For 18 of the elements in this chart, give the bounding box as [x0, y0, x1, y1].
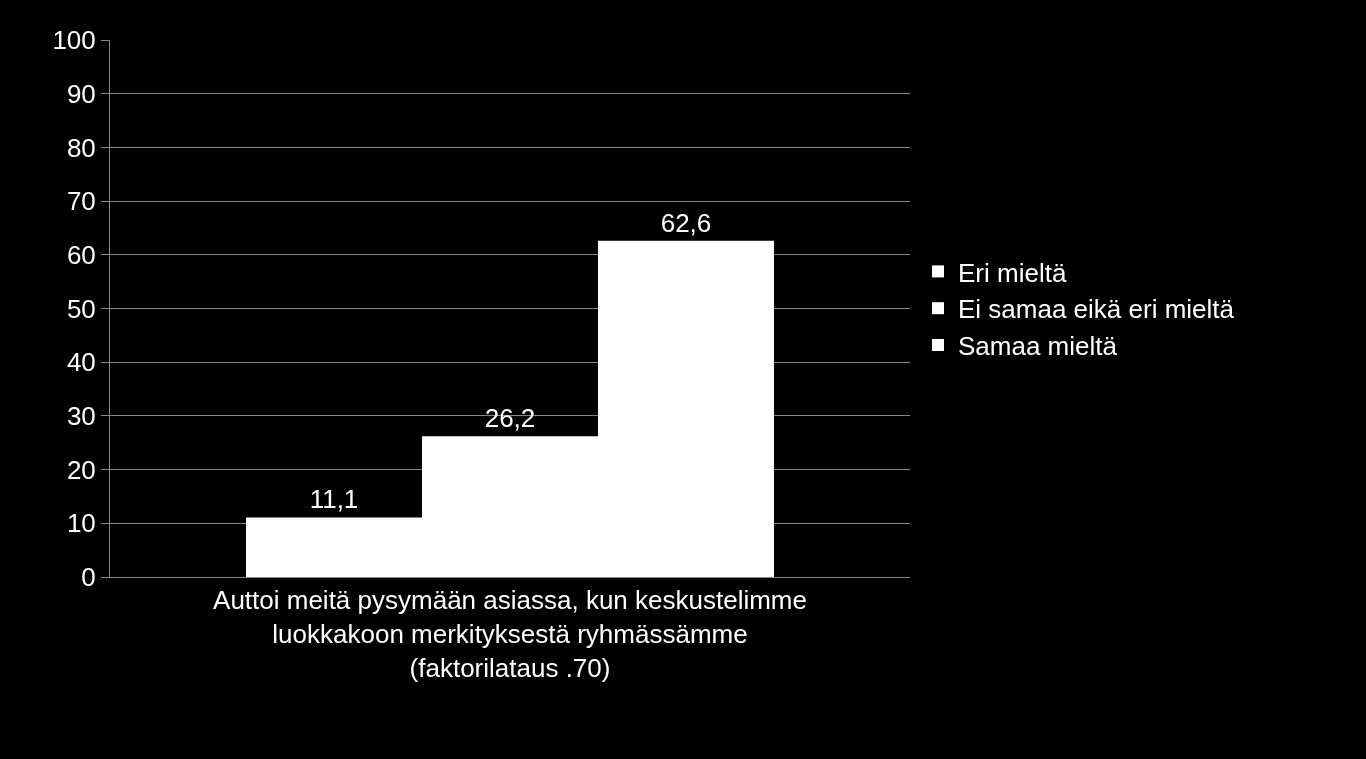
data-label: 11,1 — [309, 484, 359, 515]
legend-label: Ei samaa eikä eri mieltä — [958, 294, 1235, 325]
y-tick-label: 100 — [52, 25, 96, 56]
y-tick-label: 70 — [66, 186, 96, 217]
legend-label: Eri mieltä — [958, 257, 1067, 288]
data-label: 26,2 — [484, 403, 536, 434]
y-tick-label: 20 — [66, 454, 96, 485]
y-tick-label: 80 — [66, 132, 96, 163]
y-tick-label: 30 — [66, 401, 96, 431]
y-tick-label: 50 — [66, 293, 96, 324]
legend-label: Samaa mieltä — [958, 331, 1118, 362]
y-tick-label: 10 — [66, 508, 96, 539]
x-tick-label: Auttoi meitä pysymään asiassa, kun keskustelimme luokkakoon merkityksestä ryhmässämme (faktorilataus .70) — [213, 585, 807, 683]
y-tick-label: 40 — [66, 347, 96, 378]
y-tick-label: 0 — [81, 562, 96, 593]
y-tick-label: 90 — [66, 78, 96, 109]
data-label: 62,6 — [660, 207, 712, 238]
y-tick-label: 60 — [66, 239, 96, 270]
